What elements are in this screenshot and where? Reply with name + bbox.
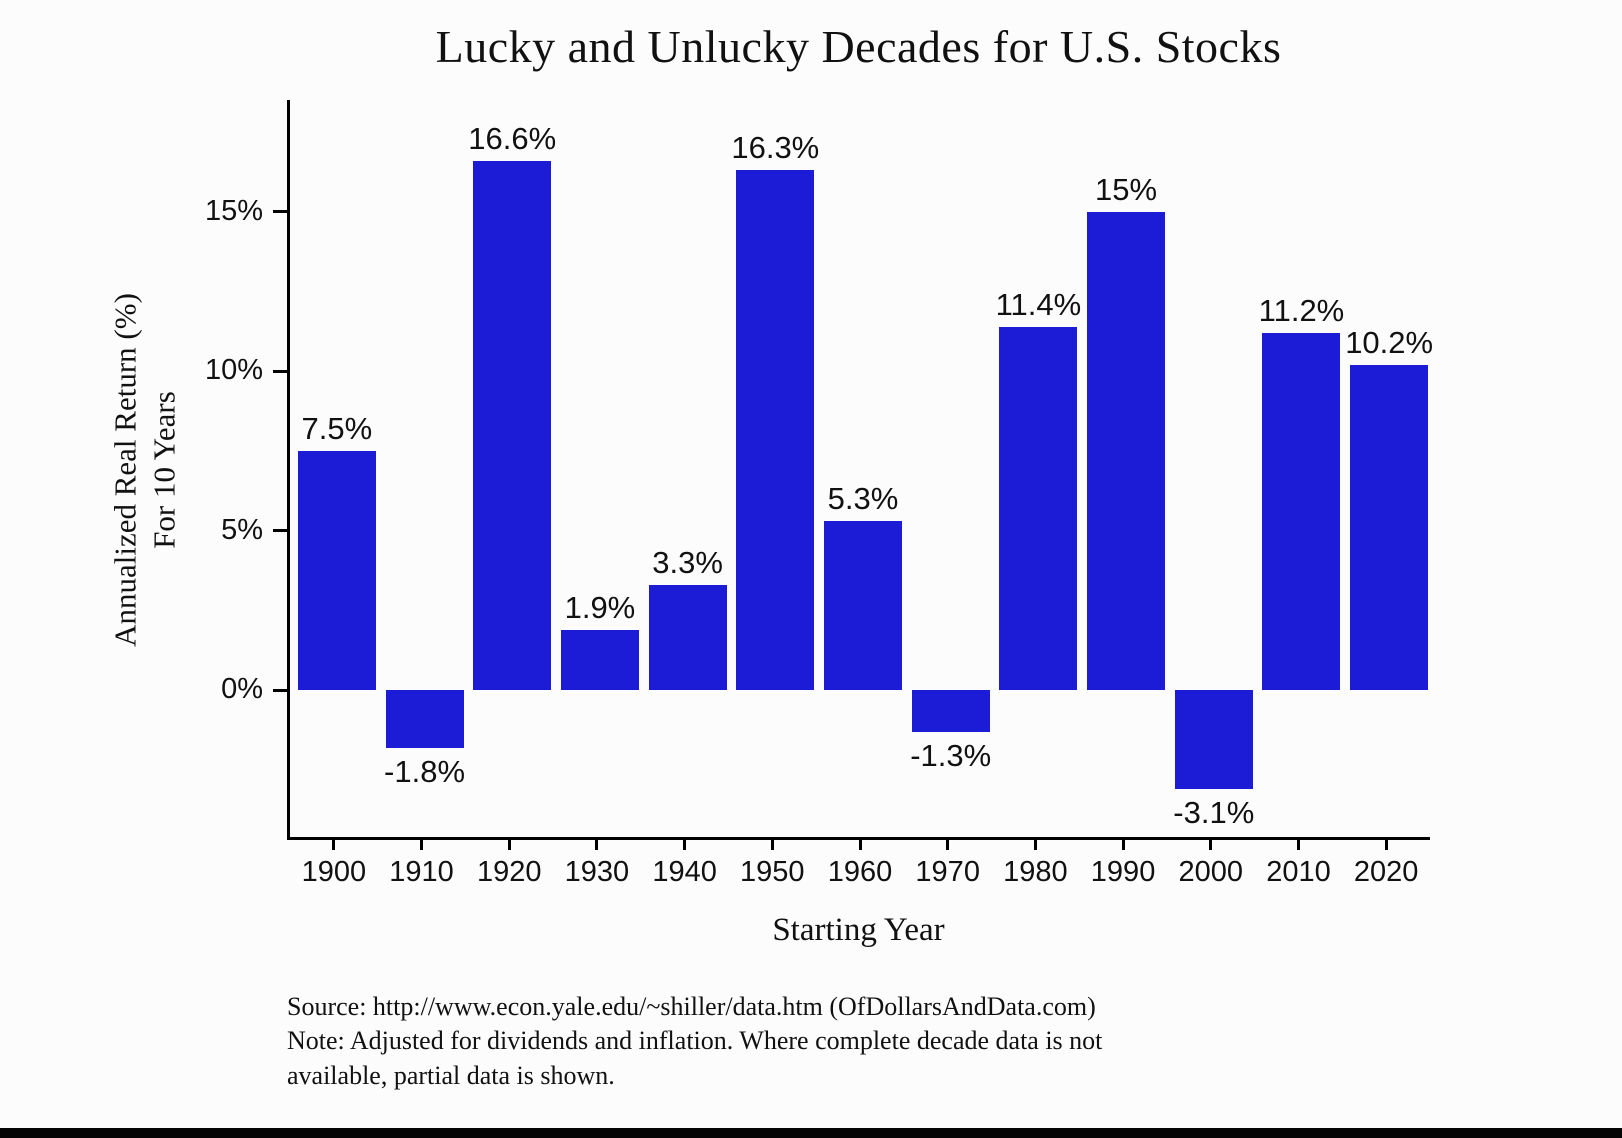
x-axis-tick-label: 2000	[1178, 856, 1244, 888]
note-line-1: Note: Adjusted for dividends and inflati…	[287, 1026, 1103, 1056]
y-axis-tick-mark	[273, 369, 287, 373]
bar-value-label: -1.3%	[910, 737, 992, 773]
footer-note: Source: http://www.econ.yale.edu/~shille…	[287, 990, 1387, 1093]
y-axis-tick-label: 5%	[221, 513, 263, 546]
y-axis-tick-mark	[273, 688, 287, 692]
bar-value-label: 5.3%	[827, 481, 899, 517]
x-axis-tick-mark	[1033, 840, 1037, 850]
x-axis-tick-label: 1930	[564, 856, 630, 888]
bar-value-label: 15%	[1095, 171, 1158, 207]
x-axis-tick-mark	[1121, 840, 1125, 850]
chart-title: Lucky and Unlucky Decades for U.S. Stock…	[435, 21, 1282, 72]
bar-value-label: -3.1%	[1173, 795, 1255, 831]
bar	[1350, 364, 1429, 691]
x-axis-tick-mark	[770, 840, 774, 850]
y-axis-tick-mark	[273, 210, 287, 214]
bar	[1087, 211, 1166, 691]
bar	[648, 584, 727, 691]
source-line: Source: http://www.econ.yale.edu/~shille…	[287, 992, 1096, 1021]
bottom-bar	[0, 1128, 1622, 1138]
plot-area: 7.5% -1.8% 16.6% 1.9% 3.3% 16.3% 5.3% -1.3% 11.4…	[287, 100, 1434, 840]
bar-value-label: 16.6%	[468, 120, 557, 156]
x-axis-tick-label: 1970	[915, 856, 980, 888]
bar	[560, 629, 639, 691]
x-axis-tick-label: 1920	[476, 856, 542, 888]
bar-value-label: 16.3%	[731, 130, 820, 166]
bar	[1174, 690, 1253, 790]
bar-value-label: 7.5%	[301, 410, 373, 446]
bar	[824, 521, 902, 691]
bar-value-label: 11.4%	[995, 286, 1082, 322]
x-axis-tick-label: 1980	[1003, 856, 1068, 888]
x-axis-tick-mark	[683, 840, 687, 850]
x-axis-title: Starting Year	[772, 912, 945, 948]
x-axis-tick-mark	[420, 840, 424, 850]
x-axis-tick-mark	[595, 840, 599, 850]
x-axis-tick-label: 1900	[301, 856, 367, 888]
x-axis-tick-label: 2010	[1266, 856, 1331, 888]
y-axis-title-line1: Annualized Real Return (%)	[107, 293, 143, 647]
bar	[999, 326, 1078, 691]
x-axis-tick-label: 1940	[652, 856, 717, 888]
x-axis-tick-mark	[946, 840, 950, 850]
bar-value-label: -1.8%	[384, 753, 466, 789]
y-axis-tick-label: 15%	[204, 194, 263, 227]
bar	[736, 170, 815, 691]
bar	[385, 690, 464, 748]
bar	[473, 160, 552, 691]
x-axis-tick-mark	[507, 840, 511, 850]
x-axis-tick-label: 1960	[827, 856, 893, 888]
bar	[297, 450, 376, 691]
bar	[1262, 332, 1341, 691]
y-axis-tick-label: 10%	[204, 354, 263, 387]
x-axis-tick-mark	[1296, 840, 1300, 850]
y-axis-tick-label: 0%	[221, 673, 263, 706]
x-axis-tick-mark	[1209, 840, 1213, 850]
x-axis-tick-label: 2020	[1353, 856, 1419, 888]
bar	[911, 690, 990, 732]
x-axis-tick-label: 1990	[1090, 856, 1156, 888]
x-axis-tick-mark	[1384, 840, 1388, 850]
y-axis-title: Annualized Real Return (%) For 10 Years	[106, 293, 184, 647]
bar-value-label: 10.2%	[1345, 324, 1434, 360]
y-axis-tick-mark	[273, 529, 287, 533]
y-axis-title-line2: For 10 Years	[146, 391, 181, 549]
bar-value-label: 1.9%	[564, 589, 636, 625]
x-axis-tick-mark	[332, 840, 336, 850]
note-line-2: available, partial data is shown.	[287, 1060, 615, 1090]
x-axis-tick-label: 1950	[740, 856, 805, 888]
bar-value-label: 11.2%	[1258, 292, 1345, 328]
bar-value-label: 3.3%	[652, 544, 723, 580]
x-axis-tick-label: 1910	[389, 856, 454, 888]
x-axis-tick-mark	[858, 840, 862, 850]
